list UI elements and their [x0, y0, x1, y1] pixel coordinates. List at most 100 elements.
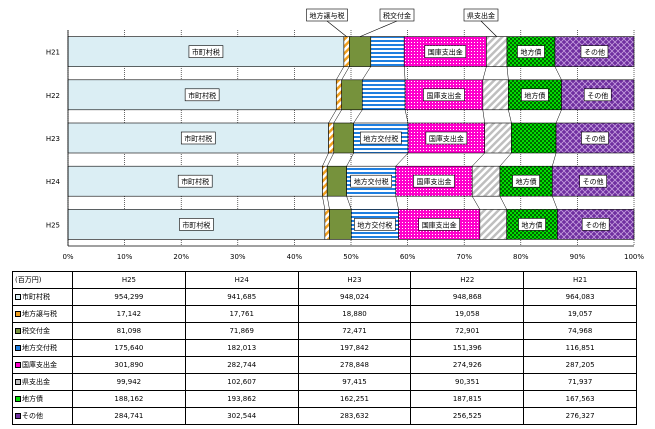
table-year-header: H21 — [523, 271, 637, 289]
segment-label: 国庫支出金 — [426, 91, 461, 100]
bar-segment-H22-series-1 — [335, 79, 342, 111]
segment-label: 市町村税 — [184, 134, 212, 143]
table-cell: 99,942 — [72, 373, 186, 391]
table-cell: 188,162 — [72, 390, 186, 408]
table-row: その他 284,741 302,544 283,632 256,525 276,327 — [12, 407, 637, 425]
series-connector — [353, 109, 363, 124]
segment-label: 地方交付税 — [357, 220, 392, 229]
table-cell: 17,142 — [72, 305, 186, 323]
table-cell: 19,058 — [410, 305, 525, 323]
bar-segment-H21-series-3 — [370, 36, 405, 67]
data-table: (百万円) H25 H24 H23 H22 H21 市町村税 954,299 941,685… — [12, 271, 637, 425]
table-cell: 17,761 — [184, 305, 299, 323]
segment-label: その他 — [585, 134, 606, 143]
bar-segment-H25-series-1 — [324, 209, 330, 240]
x-tick-label: 0% — [62, 253, 73, 261]
segment-label-box — [423, 88, 465, 102]
segment-label-box — [583, 88, 612, 102]
segment-label: 地方債 — [516, 177, 537, 186]
table-row: 税交付金 81,098 71,869 72,471 72,901 74,968 — [12, 322, 637, 340]
series-connector — [326, 152, 334, 167]
table-cell: 18,880 — [297, 305, 412, 323]
callout-leader — [326, 20, 347, 37]
x-tick-label: 40% — [287, 253, 303, 261]
table-row-label: その他 — [12, 407, 73, 425]
segment-label-box — [521, 88, 549, 102]
x-tick-label: 50% — [343, 253, 359, 261]
legend-swatch — [15, 396, 21, 402]
callout-leader — [480, 20, 497, 37]
bar-segment-H22-series-5 — [482, 79, 509, 111]
callout-label: 税交付金 — [383, 11, 411, 20]
table-cell: 102,607 — [184, 373, 299, 391]
bar-segment-H22-series-3 — [361, 79, 406, 111]
series-connector — [328, 109, 337, 124]
segment-label: 市町村税 — [192, 48, 220, 57]
bar-segment-H23-series-1 — [328, 122, 335, 154]
legend-swatch — [15, 379, 21, 385]
segment-label: その他 — [583, 177, 604, 186]
y-tick-label: H21 — [46, 49, 60, 57]
table-row-label: 市町村税 — [12, 288, 73, 306]
series-connector — [555, 109, 562, 124]
callout-layer: 地方譲与税 税交付金 県支出金 — [306, 8, 499, 37]
table-cell: 97,415 — [297, 373, 412, 391]
y-tick-label: H22 — [46, 92, 60, 100]
segment-label: 地方債 — [524, 91, 545, 100]
segment-label-box — [424, 45, 467, 58]
series-connector — [346, 152, 354, 167]
bar-layer: 市町村税 国庫支出金 地方債 その他市町村税 国庫支出金 地方債 その他市町村税 地方交付税国… — [67, 36, 635, 240]
bar-segment-H21-series-5 — [486, 36, 508, 67]
legend-swatch — [15, 413, 21, 419]
x-tick-label: 100% — [624, 253, 644, 261]
table-cell: 197,842 — [297, 339, 412, 357]
segment-label-box — [350, 174, 393, 188]
segment-label: 地方債 — [520, 48, 541, 57]
table-cell: 278,848 — [297, 356, 412, 374]
segment-label-box — [517, 45, 545, 58]
y-tick-label: H24 — [46, 178, 61, 186]
segment-label-box — [425, 131, 468, 145]
table-cell: 948,024 — [297, 288, 412, 306]
series-connector — [471, 196, 481, 210]
segment-label-box — [354, 218, 396, 231]
bar-segment-H21-series-1 — [343, 36, 350, 67]
bar-segment-H25-series-2 — [329, 209, 352, 240]
table-cell: 74,968 — [523, 322, 637, 340]
table-cell: 71,937 — [523, 373, 637, 391]
callout-leader — [359, 20, 398, 37]
segment-label-box — [177, 174, 213, 188]
legend-swatch — [15, 311, 21, 317]
table-row-label: 税交付金 — [12, 322, 73, 340]
callout-label: 県支出金 — [467, 11, 495, 20]
bar-segment-H23-series-6 — [511, 122, 557, 154]
x-tick-label: 80% — [513, 253, 529, 261]
table-cell: 941,685 — [184, 288, 299, 306]
segment-label: 国庫支出金 — [422, 220, 457, 229]
segment-label: 地方債 — [522, 220, 543, 229]
table-cell: 948,868 — [410, 288, 525, 306]
table-row-label: 国庫支出金 — [12, 356, 73, 374]
segment-label: その他 — [584, 48, 605, 57]
bar-segment-H24-series-1 — [322, 165, 328, 197]
legend-swatch — [15, 362, 21, 368]
segment-label-box — [179, 218, 214, 231]
bar-segment-H23-series-2 — [333, 122, 354, 154]
series-connector — [482, 66, 487, 80]
table-cell: 151,396 — [410, 339, 525, 357]
x-tick-label: 70% — [456, 253, 472, 261]
table-year-header: H24 — [184, 271, 299, 289]
segment-label: 地方交付税 — [363, 134, 398, 143]
y-tick-label: H25 — [46, 221, 60, 229]
table-cell: 276,327 — [523, 407, 637, 425]
series-connector — [336, 66, 345, 80]
table-cell: 964,083 — [523, 288, 637, 306]
series-connector — [552, 196, 558, 210]
series-connector — [322, 196, 326, 210]
segment-label: 地方交付税 — [354, 177, 389, 186]
series-connector — [326, 196, 330, 210]
table-cell: 90,351 — [410, 373, 525, 391]
callout-label: 地方譲与税 — [310, 11, 345, 20]
series-connector — [341, 66, 350, 80]
table-cell: 81,098 — [72, 322, 186, 340]
